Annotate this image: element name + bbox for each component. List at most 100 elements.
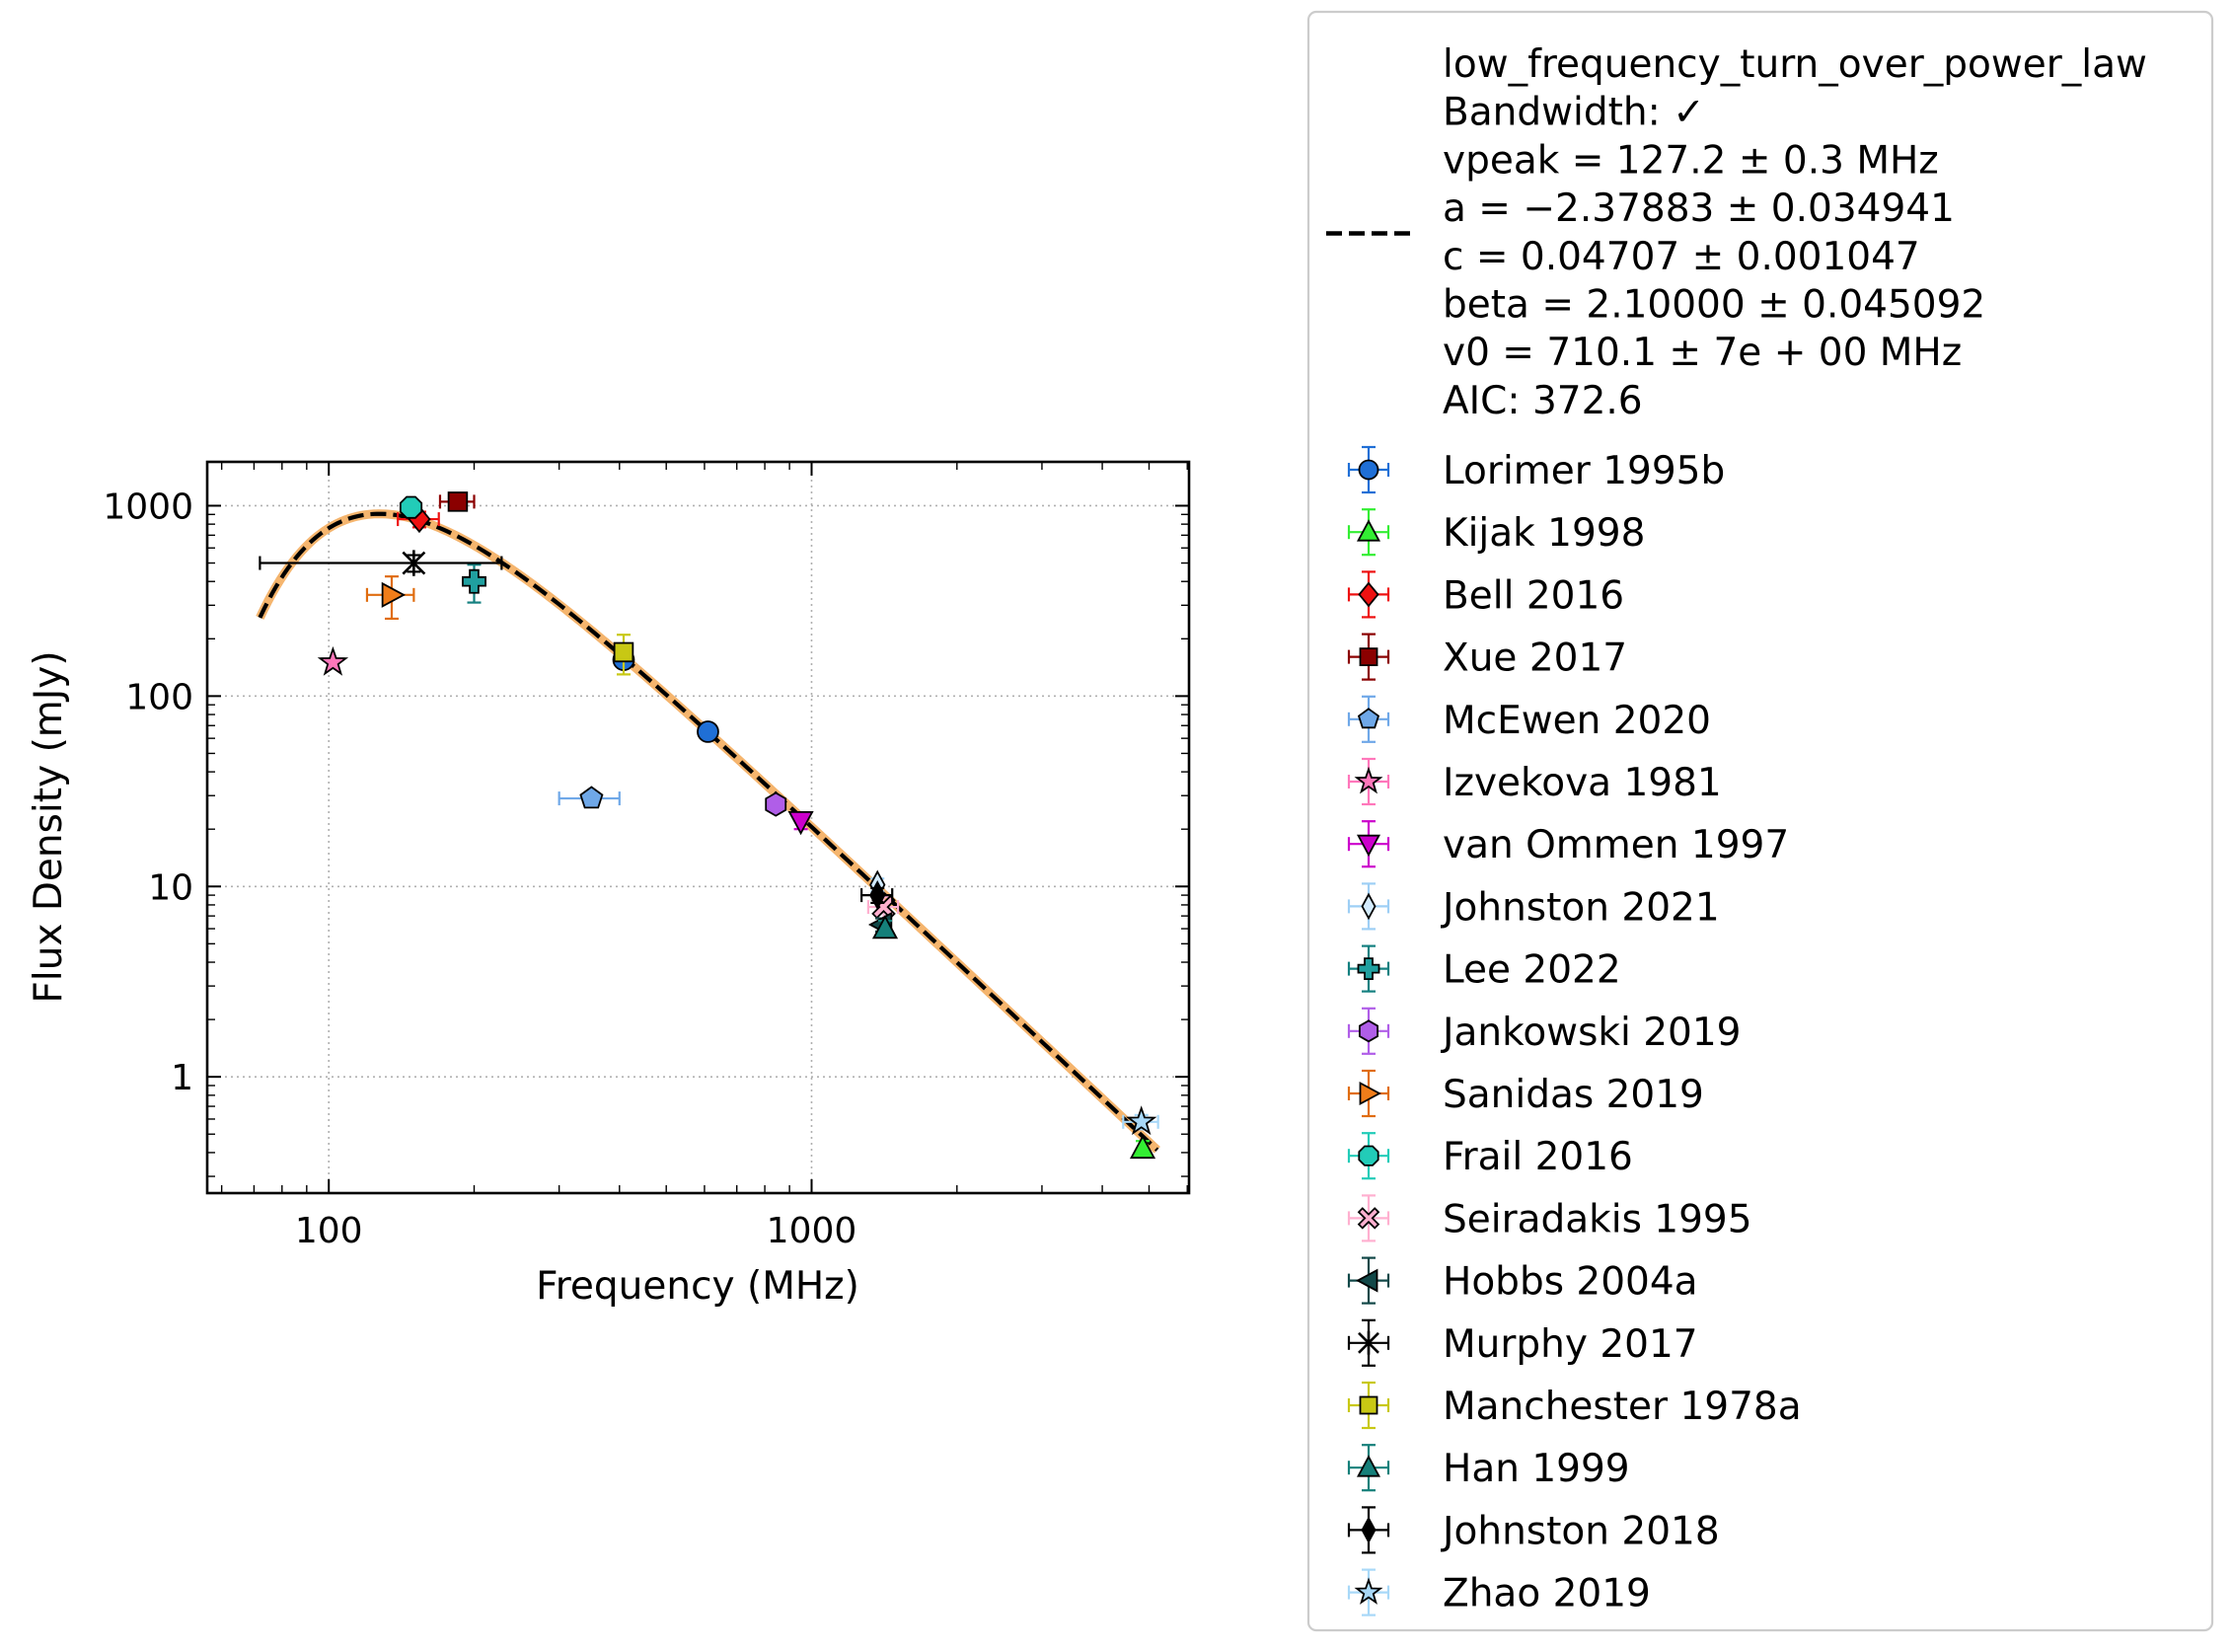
y-tick-label: 10 xyxy=(148,867,193,908)
legend-label-kijak-1998: Kijak 1998 xyxy=(1443,511,1645,556)
legend-marker-bell-2016 xyxy=(1358,581,1379,608)
point-murphy-2017 xyxy=(402,550,426,576)
x-tick-label: 100 xyxy=(295,1211,363,1251)
legend-fit-line: low_frequency_turn_over_power_law xyxy=(1443,42,2147,87)
legend-marker-lee-2022 xyxy=(1357,957,1380,980)
legend-fit-line: c = 0.04707 ± 0.001047 xyxy=(1443,235,1920,279)
point-han-1999 xyxy=(871,915,899,939)
legend-item-mcewen-2020: McEwen 2020 xyxy=(1347,695,1711,743)
legend-marker-seiradakis-1995 xyxy=(1357,1207,1380,1230)
legend-item-jankowski-2019: Jankowski 2019 xyxy=(1347,1007,1741,1055)
legend-item-izvekova-1981: Izvekova 1981 xyxy=(1347,757,1722,806)
legend-marker-xue-2017 xyxy=(1359,647,1378,666)
legend-item-johnston-2018: Johnston 2018 xyxy=(1347,1506,1720,1554)
legend-fit-line: beta = 2.10000 ± 0.045092 xyxy=(1443,283,1985,328)
legend-item-manchester-1978a: Manchester 1978a xyxy=(1347,1381,1802,1430)
legend-item-sanidas-2019: Sanidas 2019 xyxy=(1347,1069,1704,1118)
legend-label-jankowski-2019: Jankowski 2019 xyxy=(1440,1011,1741,1055)
legend-marker-kijak-1998 xyxy=(1356,519,1381,542)
legend-marker-mcewen-2020 xyxy=(1357,708,1380,729)
legend-fit-line: Bandwidth: ✓ xyxy=(1443,91,1705,135)
series-han-1999 xyxy=(871,915,899,939)
legend-item-frail-2016: Frail 2016 xyxy=(1347,1132,1633,1180)
legend-marker-izvekova-1981 xyxy=(1354,766,1383,794)
legend-frame xyxy=(1306,10,2214,1632)
point-jankowski-2019 xyxy=(765,791,787,817)
legend-label-bell-2016: Bell 2016 xyxy=(1443,573,1624,618)
legend-item-han-1999: Han 1999 xyxy=(1347,1444,1630,1492)
legend-label-murphy-2017: Murphy 2017 xyxy=(1443,1322,1698,1367)
legend-marker-han-1999 xyxy=(1356,1455,1381,1477)
legend-label-johnston-2021: Johnston 2021 xyxy=(1440,885,1720,930)
y-axis-label: Flux Density (mJy) xyxy=(27,650,71,1003)
legend-marker-sanidas-2019 xyxy=(1359,1081,1381,1106)
point-zhao-2019 xyxy=(1126,1105,1157,1136)
legend-marker-lorimer-1995b xyxy=(1358,459,1379,481)
series-johnston-2018 xyxy=(860,880,894,911)
y-tick-label: 100 xyxy=(125,677,193,717)
legend-item-kijak-1998: Kijak 1998 xyxy=(1347,508,1645,557)
grid xyxy=(207,462,1189,1193)
legend-label-han-1999: Han 1999 xyxy=(1443,1447,1630,1491)
legend-label-manchester-1978a: Manchester 1978a xyxy=(1443,1385,1802,1429)
legend-marker-johnston-2018 xyxy=(1361,1516,1377,1544)
legend-fit-line: AIC: 372.6 xyxy=(1443,379,1643,423)
series-frail-2016 xyxy=(399,495,423,519)
fit-curve-group xyxy=(256,509,1160,1154)
point-manchester-1978a xyxy=(613,641,634,663)
legend: low_frequency_turn_over_power_lawBandwid… xyxy=(1306,10,2214,1632)
series-manchester-1978a xyxy=(613,634,634,676)
legend-label-mcewen-2020: McEwen 2020 xyxy=(1443,699,1711,743)
legend-label-van-ommen-1997: van Ommen 1997 xyxy=(1443,823,1789,867)
series-sanidas-2019 xyxy=(365,575,415,621)
y-tick-label: 1 xyxy=(171,1058,193,1098)
point-xue-2017 xyxy=(447,491,469,512)
legend-item-zhao-2019: Zhao 2019 xyxy=(1347,1568,1651,1616)
series-xue-2017 xyxy=(438,491,476,512)
y-tick-label: 1000 xyxy=(103,487,193,527)
legend-item-lee-2022: Lee 2022 xyxy=(1347,944,1621,993)
legend-fit-line: vpeak = 127.2 ± 0.3 MHz xyxy=(1443,138,1939,183)
series-izvekova-1981 xyxy=(317,645,349,676)
point-lee-2022 xyxy=(462,568,486,594)
legend-marker-jankowski-2019 xyxy=(1359,1019,1378,1043)
x-axis-label: Frequency (MHz) xyxy=(536,1264,859,1309)
series-zhao-2019 xyxy=(1122,1105,1159,1136)
legend-item-hobbs-2004a: Hobbs 2004a xyxy=(1347,1256,1698,1305)
fit-uncertainty-band xyxy=(256,509,1160,1154)
series-jankowski-2019 xyxy=(765,791,787,817)
legend-label-xue-2017: Xue 2017 xyxy=(1443,637,1627,681)
point-van-ommen-1997 xyxy=(787,810,814,836)
point-mcewen-2020 xyxy=(579,786,604,809)
point-frail-2016 xyxy=(399,495,423,519)
legend-marker-frail-2016 xyxy=(1358,1145,1379,1166)
point-kijak-1998 xyxy=(1129,1134,1156,1160)
legend-label-johnston-2018: Johnston 2018 xyxy=(1440,1509,1720,1553)
series-mcewen-2020 xyxy=(558,786,621,809)
legend-label-izvekova-1981: Izvekova 1981 xyxy=(1443,761,1722,805)
legend-label-seiradakis-1995: Seiradakis 1995 xyxy=(1443,1197,1752,1241)
legend-fit-line: a = −2.37883 ± 0.034941 xyxy=(1443,187,1955,231)
series-murphy-2017 xyxy=(259,550,503,576)
legend-label-frail-2016: Frail 2016 xyxy=(1443,1135,1633,1179)
legend-marker-hobbs-2004a xyxy=(1356,1268,1378,1293)
series-lee-2022 xyxy=(462,563,486,604)
series-van-ommen-1997 xyxy=(787,810,814,836)
axis-ticks: 100 1000 1 10 100 1000 xyxy=(103,462,1189,1251)
point-izvekova-1981 xyxy=(317,645,349,676)
legend-item-johnston-2021: Johnston 2021 xyxy=(1347,882,1720,931)
x-tick-label: 1000 xyxy=(767,1211,857,1251)
legend-item-lorimer-1995b: Lorimer 1995b xyxy=(1347,445,1725,494)
legend-fit-line: v0 = 710.1 ± 7e + 00 MHz xyxy=(1443,331,1962,375)
point-johnston-2018 xyxy=(869,880,886,911)
legend-marker-van-ommen-1997 xyxy=(1356,834,1381,858)
legend-label-hobbs-2004a: Hobbs 2004a xyxy=(1443,1260,1698,1305)
fit-curve xyxy=(258,511,1159,1152)
series-kijak-1998 xyxy=(1129,1134,1156,1160)
data-points xyxy=(259,491,1159,1160)
legend-item-seiradakis-1995: Seiradakis 1995 xyxy=(1347,1194,1752,1242)
legend-label-sanidas-2019: Sanidas 2019 xyxy=(1443,1073,1704,1117)
legend-label-lee-2022: Lee 2022 xyxy=(1443,948,1621,993)
legend-marker-zhao-2019 xyxy=(1354,1577,1383,1605)
